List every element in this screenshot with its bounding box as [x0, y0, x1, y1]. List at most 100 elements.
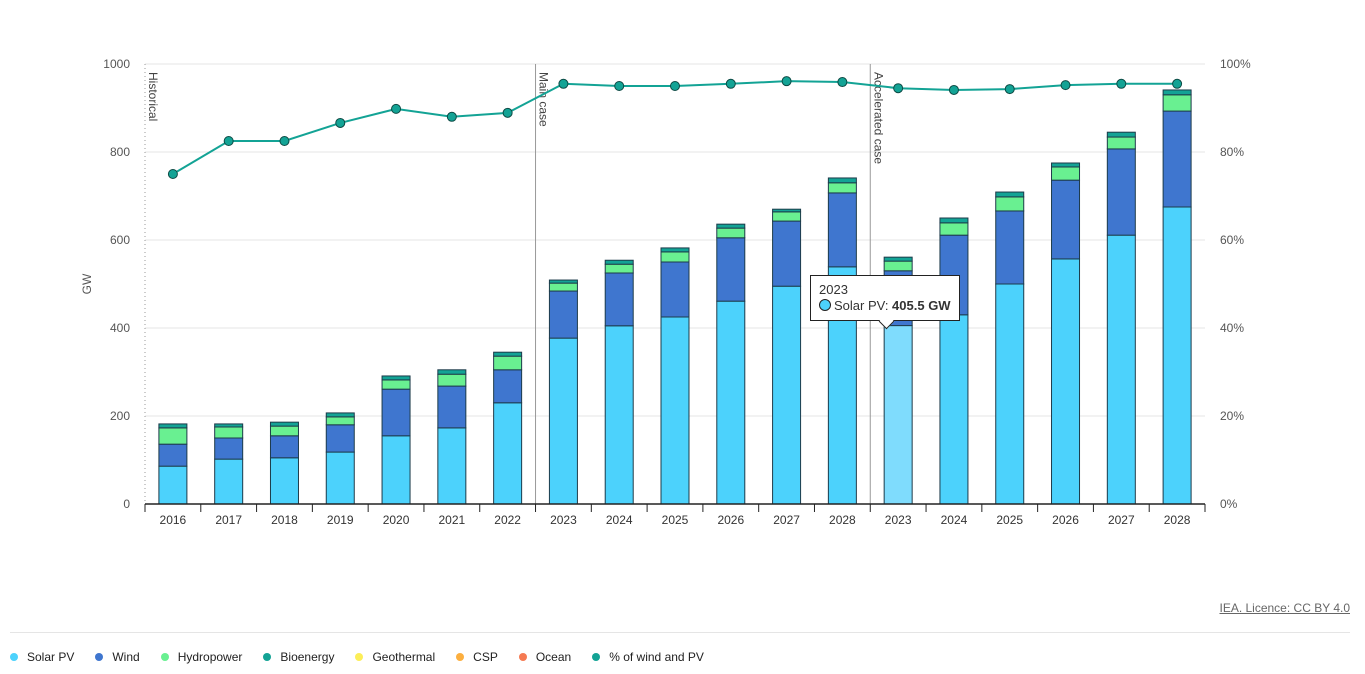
bar-solar-pv [604, 325, 634, 505]
bar-solar-pv [772, 285, 802, 505]
legend-item[interactable]: Bioenergy [263, 650, 334, 664]
legend-item[interactable]: Wind [95, 650, 140, 664]
bar-wind [604, 272, 634, 327]
x-tick-label: 2024 [606, 513, 633, 527]
line-point [614, 81, 625, 91]
bar-solar-pv [939, 314, 969, 505]
legend-dot-icon [355, 653, 364, 661]
bar-solar-pv [437, 427, 467, 505]
bar-solar-pv [883, 325, 913, 505]
x-tick-label: 2017 [215, 513, 242, 527]
bar-hydropower [437, 373, 467, 387]
bar-solar-pv [1106, 234, 1136, 505]
bar-wind [1162, 110, 1192, 208]
x-tick-label: 2023 [550, 513, 577, 527]
bar-hydropower [548, 282, 578, 292]
bar-wind [158, 443, 188, 467]
y2-tick-label: 80% [1220, 145, 1244, 159]
bar-hydropower [1051, 166, 1081, 181]
tooltip-value: 405.5 GW [892, 298, 951, 313]
x-tick-label: 2019 [327, 513, 354, 527]
bar-hydropower [827, 182, 857, 194]
bar-hydropower [325, 416, 355, 426]
bar-solar-pv [269, 457, 299, 505]
bar-bioenergy [1106, 131, 1136, 138]
divider [10, 632, 1350, 633]
y2-tick-label: 100% [1220, 57, 1251, 71]
bar-bioenergy [269, 421, 299, 427]
line-point [837, 77, 848, 88]
bar-bioenergy [493, 351, 523, 357]
tooltip-series-dot [819, 299, 831, 311]
legend-dot-icon [518, 653, 527, 661]
y2-tick-label: 0% [1220, 497, 1238, 511]
line-point [1116, 78, 1127, 89]
bar-hydropower [269, 425, 299, 437]
bar-hydropower [772, 211, 802, 222]
bar-bioenergy [827, 177, 857, 184]
bar-bioenergy [995, 191, 1025, 198]
legend-dot-icon [456, 653, 465, 661]
x-tick-label: 2018 [271, 513, 298, 527]
x-tick-label: 2027 [773, 513, 800, 527]
x-tick-label: 2027 [1108, 513, 1135, 527]
x-tick-label: 2024 [941, 513, 968, 527]
bar-wind [772, 220, 802, 287]
bar-wind [995, 210, 1025, 285]
line-point [781, 76, 792, 87]
legend-item[interactable]: % of wind and PV [592, 650, 704, 664]
legend-item[interactable]: Ocean [518, 650, 572, 664]
x-tick-label: 2016 [160, 513, 187, 527]
y2-tick-label: 20% [1220, 409, 1244, 423]
bar-wind [827, 192, 857, 268]
bar-bioenergy [214, 423, 244, 428]
bar-bioenergy [604, 259, 634, 265]
bar-solar-pv [716, 300, 746, 505]
bar-bioenergy [437, 369, 467, 375]
legend-dot-icon [95, 653, 104, 661]
bar-hydropower [660, 251, 690, 263]
legend-item[interactable]: Hydropower [160, 650, 242, 664]
bar-wind [716, 237, 746, 302]
y-axis-label: GW [80, 273, 94, 294]
legend-item[interactable]: Solar PV [10, 650, 74, 664]
bar-bioenergy [883, 256, 913, 262]
legend: Solar PV Wind Hydropower Bioenergy Geotherma… [10, 650, 725, 664]
bar-hydropower [214, 426, 244, 439]
bar-bioenergy [1162, 89, 1192, 96]
bar-wind [1106, 148, 1136, 236]
line-point [893, 83, 904, 94]
bar-solar-pv [1162, 206, 1192, 505]
bar-bioenergy [325, 412, 355, 418]
line-point [167, 169, 178, 179]
line-point [502, 107, 513, 118]
y2-tick-label: 60% [1220, 233, 1244, 247]
x-tick-label: 2023 [885, 513, 912, 527]
legend-item[interactable]: CSP [456, 650, 498, 664]
legend-label: Solar PV [27, 650, 75, 664]
legend-label: Bioenergy [280, 650, 335, 664]
line-point [446, 111, 457, 122]
bar-solar-pv [158, 465, 188, 505]
line-wind-pv-share [172, 80, 1178, 175]
bar-wind [660, 261, 690, 318]
bar-solar-pv [548, 337, 578, 505]
y-tick-label: 0 [123, 497, 130, 511]
case-label: Main case [537, 72, 551, 127]
licence-link[interactable]: IEA. Licence: CC BY 4.0 [1219, 601, 1350, 615]
y-tick-label: 200 [110, 409, 130, 423]
legend-label: Ocean [535, 650, 572, 664]
legend-label: % of wind and PV [609, 650, 704, 664]
bar-wind [548, 290, 578, 339]
bar-wind [493, 369, 523, 404]
bar-hydropower [939, 222, 969, 236]
bar-bioenergy [716, 223, 746, 229]
bar-hydropower [995, 196, 1025, 212]
x-tick-label: 2026 [717, 513, 744, 527]
legend-dot-icon [10, 653, 18, 661]
bar-solar-pv [995, 283, 1025, 505]
line-point [1060, 80, 1071, 91]
legend-item[interactable]: Geothermal [355, 650, 435, 664]
x-tick-label: 2028 [829, 513, 856, 527]
x-tick-label: 2026 [1052, 513, 1079, 527]
